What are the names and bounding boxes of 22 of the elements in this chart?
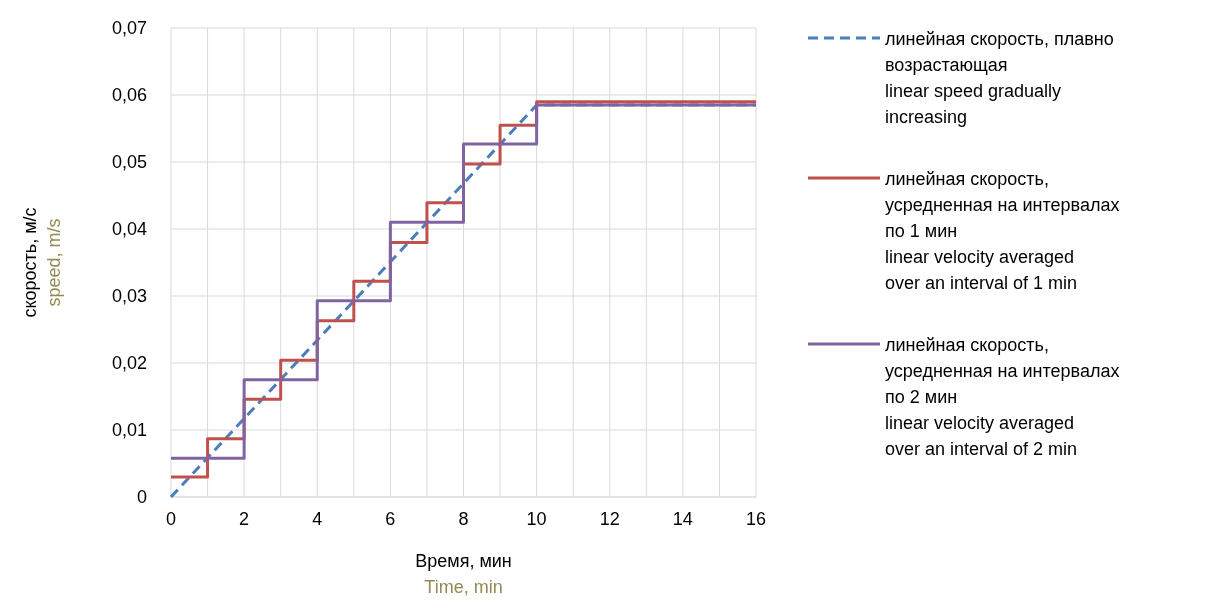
x-tick-label: 0 <box>165 509 177 529</box>
legend-label: линейная скорость, плавно возрастающая linear speed gradually increasing <box>885 29 1114 127</box>
y-tick-label: 0,06 <box>111 85 147 105</box>
legend-label: линейная скорость, усредненная на интервалах по 2 мин linear velocity averaged over an interval of 2 min <box>885 335 1120 459</box>
y-tick-label: 0,05 <box>111 152 147 172</box>
x-tick-label: 14 <box>672 509 693 529</box>
x-tick-label: 12 <box>599 509 620 529</box>
y-tick-label: 0,02 <box>111 353 147 373</box>
y-tick-label: 0,04 <box>111 219 147 239</box>
x-tick-label: 4 <box>312 509 323 529</box>
x-tick-label: 8 <box>458 509 469 529</box>
y-tick-label: 0 <box>136 487 147 507</box>
legend-label: линейная скорость, усредненная на интервалах по 1 мин linear velocity averaged over an interval of 1 min <box>885 169 1120 293</box>
x-axis-title: Время, мин Time, min <box>415 551 512 597</box>
x-tick-label: 2 <box>239 509 250 529</box>
y-tick-label: 0,03 <box>111 286 147 306</box>
y-axis-title: скорость, м/с speed, m/s <box>20 207 64 318</box>
y-tick-label: 0,07 <box>111 18 147 38</box>
y-tick-label: 0,01 <box>111 420 147 440</box>
x-tick-label: 10 <box>526 509 547 529</box>
x-tick-label: 16 <box>745 509 767 529</box>
x-tick-label: 6 <box>385 509 396 529</box>
